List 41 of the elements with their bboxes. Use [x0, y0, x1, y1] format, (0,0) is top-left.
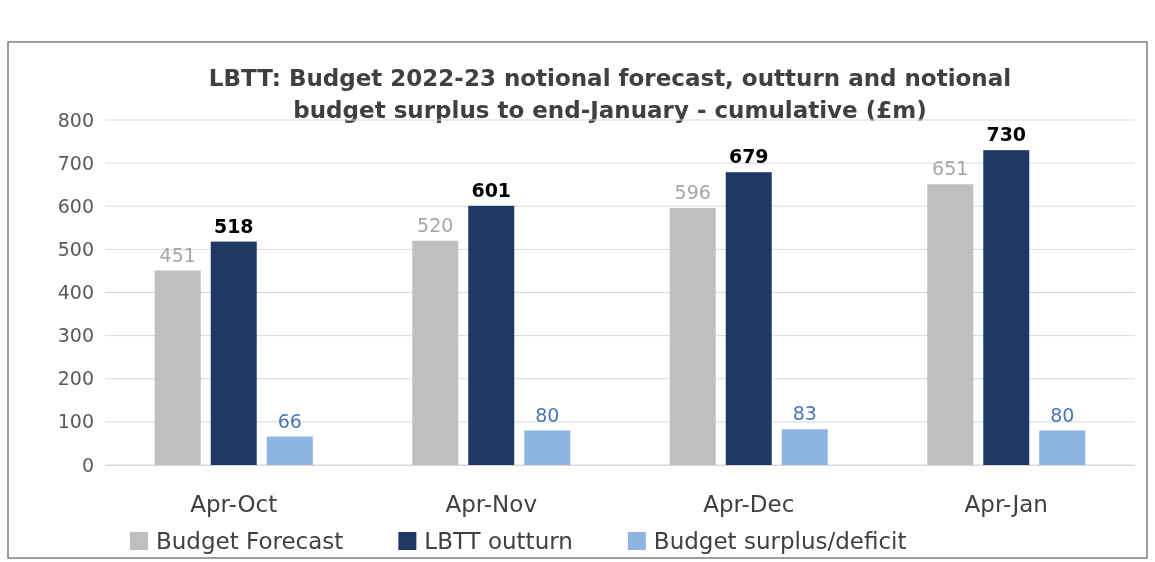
data-label: 596: [674, 180, 711, 203]
data-label: 451: [159, 243, 196, 266]
bar: [154, 270, 201, 465]
y-tick-label: 600: [57, 194, 94, 217]
y-tick-label: 200: [57, 367, 94, 390]
legend-label: Budget Forecast: [156, 528, 344, 554]
y-tick-label: 100: [57, 410, 94, 433]
data-label: 518: [213, 214, 254, 237]
data-label: 520: [417, 213, 454, 236]
legend-label: LBTT outturn: [424, 528, 573, 554]
y-tick-label: 800: [57, 108, 94, 131]
y-tick-label: 400: [57, 281, 94, 304]
bar: [669, 207, 716, 465]
data-label: 601: [471, 178, 512, 201]
data-label: 730: [986, 123, 1027, 146]
x-tick-label: Apr-Jan: [964, 490, 1048, 517]
data-label: 651: [932, 157, 969, 180]
bar: [524, 430, 571, 465]
bar: [725, 172, 772, 465]
x-tick-label: Apr-Nov: [445, 490, 538, 517]
bar: [468, 205, 515, 465]
data-label: 679: [728, 145, 769, 168]
x-tick-label: Apr-Oct: [190, 490, 278, 517]
bar: [266, 436, 313, 465]
bar: [412, 240, 459, 465]
bar: [927, 184, 974, 465]
data-label: 80: [1050, 403, 1075, 426]
y-tick-label: 300: [57, 324, 94, 347]
data-label: 80: [535, 403, 560, 426]
x-tick-label: Apr-Dec: [703, 490, 795, 517]
bar: [210, 241, 257, 465]
data-label: 66: [277, 409, 302, 432]
legend-label: Budget surplus/deficit: [653, 528, 907, 554]
bar: [1039, 430, 1086, 465]
bar: [983, 150, 1030, 465]
y-tick-label: 500: [57, 237, 94, 260]
chart-title: LBTT: Budget 2022-23 notional forecast, outturn and notional budget surplus to end-January - cumulative (£m): [208, 65, 1012, 123]
y-tick-label: 700: [57, 151, 94, 174]
y-tick-label: 0: [81, 453, 94, 476]
bar: [781, 429, 828, 465]
data-label: 83: [792, 402, 817, 425]
